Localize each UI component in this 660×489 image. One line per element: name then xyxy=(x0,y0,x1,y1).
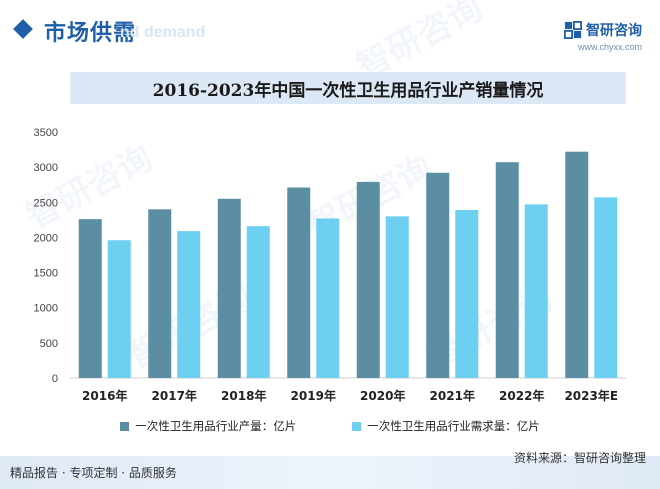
legend-item-production: 一次性卫生用品行业产量：亿片 xyxy=(120,418,296,434)
brand-logo-icon xyxy=(564,21,582,39)
bar-production xyxy=(148,209,172,378)
y-tick-label: 2500 xyxy=(34,197,58,209)
bar-production xyxy=(217,198,241,378)
footer-source: 资料来源：智研咨询整理 xyxy=(513,451,646,465)
x-tick-label: 2016年 xyxy=(82,388,127,403)
bar-demand xyxy=(455,210,479,378)
bar-demand xyxy=(107,240,131,378)
y-tick-label: 0 xyxy=(52,373,58,385)
footer: 精品报告 · 专项定制 · 品质服务 资料来源：智研咨询整理 xyxy=(0,451,660,489)
bar-production xyxy=(287,187,311,378)
legend-swatch-production xyxy=(120,421,130,431)
bar-demand xyxy=(316,218,340,378)
section-ghost-text: nd demand xyxy=(120,24,206,41)
chart-title-band: 2016-2023年中国一次性卫生用品行业产销量情况 xyxy=(70,72,626,104)
bar-demand xyxy=(177,231,201,378)
y-tick-label: 3000 xyxy=(34,162,58,174)
chart-title: 2016-2023年中国一次性卫生用品行业产销量情况 xyxy=(152,80,544,101)
y-tick-label: 500 xyxy=(40,338,58,350)
header: 市场供需 nd demand 智研咨询 www.chyxx.com xyxy=(0,0,660,62)
bar-production xyxy=(78,219,102,378)
bar-demand xyxy=(385,216,409,378)
bar-demand xyxy=(246,226,270,378)
x-tick-label: 2022年 xyxy=(499,388,544,403)
x-tick-label: 2019年 xyxy=(291,388,336,403)
footer-tagline: 精品报告 · 专项定制 · 品质服务 xyxy=(10,466,177,480)
x-tick-label: 2018年 xyxy=(221,388,266,403)
bar-production xyxy=(495,162,519,378)
brand-name: 智研咨询 xyxy=(586,23,642,39)
brand: 智研咨询 www.chyxx.com xyxy=(564,20,642,52)
legend-item-demand: 一次性卫生用品行业需求量：亿片 xyxy=(352,418,540,434)
diamond-icon xyxy=(13,19,33,39)
chart-legend: 一次性卫生用品行业产量：亿片 一次性卫生用品行业需求量：亿片 xyxy=(0,415,660,437)
bar-demand xyxy=(594,197,618,378)
y-tick-label: 1500 xyxy=(34,268,58,280)
bar-chart: 0 500 1000 1500 2000 2500 3000 3500 2016年 2017年 20… xyxy=(34,127,626,403)
x-tick-label: 2017年 xyxy=(152,388,197,403)
bar-demand xyxy=(524,204,548,378)
bar-production xyxy=(356,181,380,378)
legend-label-demand: 一次性卫生用品行业需求量：亿片 xyxy=(367,419,540,433)
legend-swatch-demand xyxy=(352,421,362,431)
y-tick-label: 2000 xyxy=(34,232,58,244)
x-tick-label: 2023年E xyxy=(564,388,618,403)
x-tick-label: 2020年 xyxy=(360,388,405,403)
bar-production xyxy=(565,151,589,378)
brand-url: www.chyxx.com xyxy=(577,42,642,52)
y-tick-label: 3500 xyxy=(34,127,58,139)
bar-production xyxy=(426,172,450,378)
x-tick-label: 2021年 xyxy=(430,388,475,403)
section-title: 市场供需 xyxy=(44,21,137,46)
y-tick-label: 1000 xyxy=(34,303,58,315)
legend-label-production: 一次性卫生用品行业产量：亿片 xyxy=(135,419,297,433)
